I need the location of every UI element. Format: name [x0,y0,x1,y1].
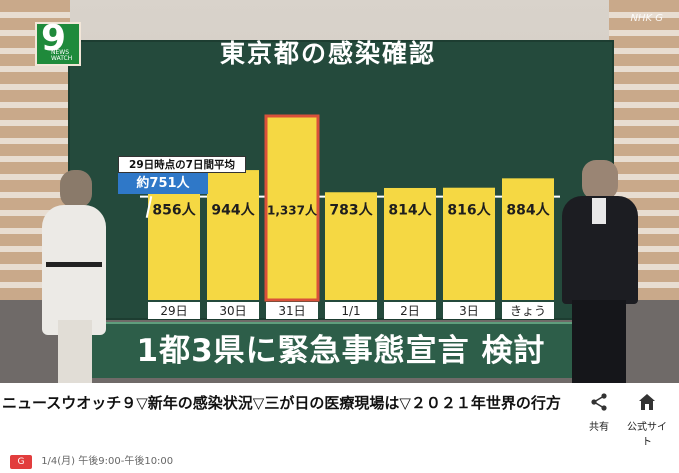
logo-text: NEWS WATCH [51,49,73,62]
presenter-left-head [60,170,92,208]
presenter-left-legs [58,320,92,383]
bar-6 [502,178,554,300]
channel-badge: G [10,455,32,469]
video-player[interactable]: 東京都の感染確認 856人 29日 944人 30日 1,337人 31日 783人 1/1 8… [0,0,679,383]
share-button[interactable]: 共有 [579,392,619,433]
broadcast-info: G 1/4(月) 午後9:00-午後10:00 [10,454,173,470]
category-label-4: 2日 [400,304,420,318]
presenter-right-legs [572,300,626,383]
board-title: 東京都の感染確認 [219,39,436,68]
category-box-3 [325,302,377,319]
category-label-1: 30日 [219,304,246,318]
news-watch-logo: 9 NEWS WATCH [35,18,81,66]
home-icon [639,394,655,410]
bar-3 [325,192,377,300]
broadcast-schedule: 1/4(月) 午後9:00-午後10:00 [41,456,174,467]
bar-value-label-1: 944人 [211,202,255,219]
bar-value-label-5: 816人 [447,202,491,219]
action-buttons: 共有 公式サイト [579,392,669,448]
category-box-2 [266,302,318,319]
category-box-5 [443,302,495,319]
presenter-left [42,205,106,335]
bar-value-label-2: 1,337人 [267,203,318,218]
category-box-6 [502,302,554,319]
category-label-6: きょう [510,304,546,318]
program-caption: ニュースウオッチ９▽新年の感染状況▽三が日の医療現場は▽２０２１年世界の行方 [2,394,561,412]
bar-4 [384,187,436,300]
category-label-5: 3日 [459,304,479,318]
headline-banner: 1都3県に緊急事態宣言 検討 [68,322,614,378]
category-label-0: 29日 [160,304,187,318]
bar-value-label-4: 814人 [388,202,432,219]
bar-value-label-0: 856人 [152,202,196,219]
average-box-heading: 29日時点の7日間平均 [118,156,246,173]
bar-value-label-3: 783人 [329,202,373,219]
category-box-4 [384,302,436,319]
bar-2 [264,114,320,302]
bar-value-label-6: 884人 [506,202,550,219]
presenter-right-head [582,160,618,200]
official-site-label: 公式サイト [627,422,667,448]
channel-watermark: NHK G [630,13,664,24]
bar-chart: 856人 29日 944人 30日 1,337人 31日 783人 1/1 814人 2日 816人… [140,114,560,319]
bar-0 [148,182,200,300]
category-box-1 [207,302,259,319]
category-box-0 [148,302,200,319]
share-label: 共有 [589,422,609,433]
logo-number: 9 [41,18,67,59]
share-icon [591,393,607,411]
presenter-right-shirt [592,198,606,224]
average-box-value: 約751人 [118,173,208,194]
average-box: 29日時点の7日間平均 約751人 [118,156,246,196]
presenter-left-belt [46,262,102,267]
category-label-3: 1/1 [341,304,360,318]
category-label-2: 31日 [278,304,305,318]
bar-1 [207,170,259,300]
official-site-button[interactable]: 公式サイト [627,392,667,448]
bar-5 [443,187,495,300]
